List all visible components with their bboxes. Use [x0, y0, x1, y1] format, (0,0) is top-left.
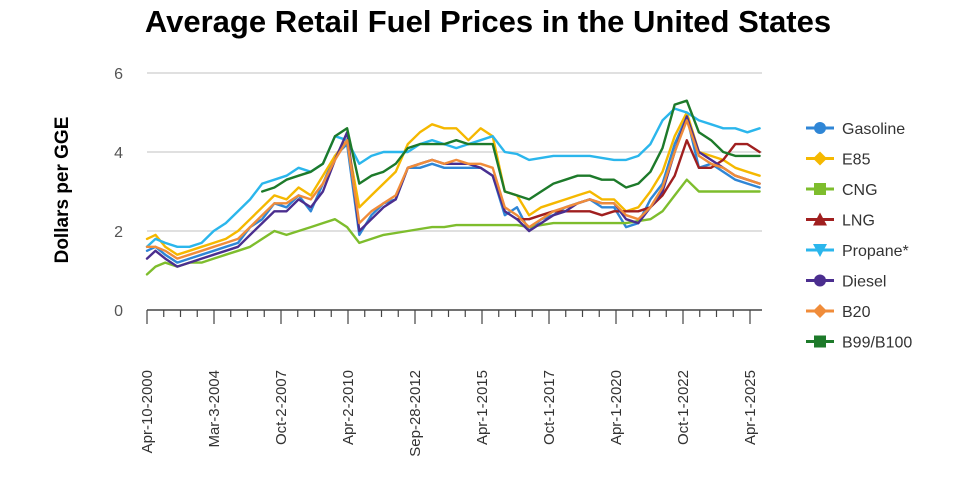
legend-label: CNG: [842, 182, 878, 199]
series-line-7: [261, 99, 761, 201]
legend-marker: [813, 244, 827, 257]
legend-marker: [814, 335, 826, 348]
series-line-2: [145, 178, 761, 276]
legend-label: Gasoline: [842, 121, 905, 138]
series-line-1: [145, 111, 761, 256]
x-tick-label: Apr-1-2025: [742, 370, 759, 445]
x-tick-label: Oct-1-2022: [675, 370, 692, 445]
x-tick-label: Apr-1-2020: [608, 370, 625, 445]
legend-marker: [813, 304, 827, 318]
legend-marker: [814, 274, 826, 287]
x-tick-label: Apr-2-2010: [340, 370, 357, 445]
legend-marker: [813, 212, 827, 226]
x-axis: Apr-10-2000 Mar-3-2004 Oct-2-2007 Apr-2-201…: [139, 309, 762, 457]
legend-label: Propane*: [842, 243, 909, 260]
legend-label: B20: [842, 304, 871, 321]
y-tick-label: 4: [114, 145, 123, 162]
series-line-0: [145, 115, 761, 264]
chart-title: Average Retail Fuel Prices in the United…: [144, 4, 832, 39]
legend-marker: [814, 122, 826, 134]
series-lines: [145, 99, 761, 276]
x-tick-label: Sep-28-2012: [407, 370, 424, 457]
legend-label: B99/B100: [842, 335, 912, 352]
legend-label: LNG: [842, 213, 875, 230]
y-axis-ticks: 0 2 4 6: [114, 66, 123, 320]
legend-label: Diesel: [842, 274, 886, 291]
x-tick-label: Oct-2-2007: [273, 370, 290, 445]
y-tick-label: 0: [114, 303, 123, 320]
legend-label: E85: [842, 152, 871, 169]
x-tick-label: Oct-1-2017: [541, 370, 558, 445]
series-line-3: [515, 139, 761, 221]
x-tick-label: Apr-1-2015: [474, 370, 491, 445]
x-tick-label: Apr-10-2000: [139, 370, 156, 453]
y-tick-label: 2: [114, 224, 123, 241]
series-line-5: [145, 115, 761, 268]
x-tick-label: Mar-3-2004: [206, 370, 223, 448]
y-axis-label: Dollars per GGE: [52, 117, 73, 264]
series-line-4: [145, 107, 761, 248]
legend: Gasoline E85 CNG LNG Propane* Diesel B20 B99/B1…: [806, 121, 912, 352]
series-line-6: [145, 119, 761, 260]
legend-marker: [813, 151, 827, 166]
y-tick-label: 6: [114, 66, 123, 83]
legend-marker: [814, 183, 826, 195]
